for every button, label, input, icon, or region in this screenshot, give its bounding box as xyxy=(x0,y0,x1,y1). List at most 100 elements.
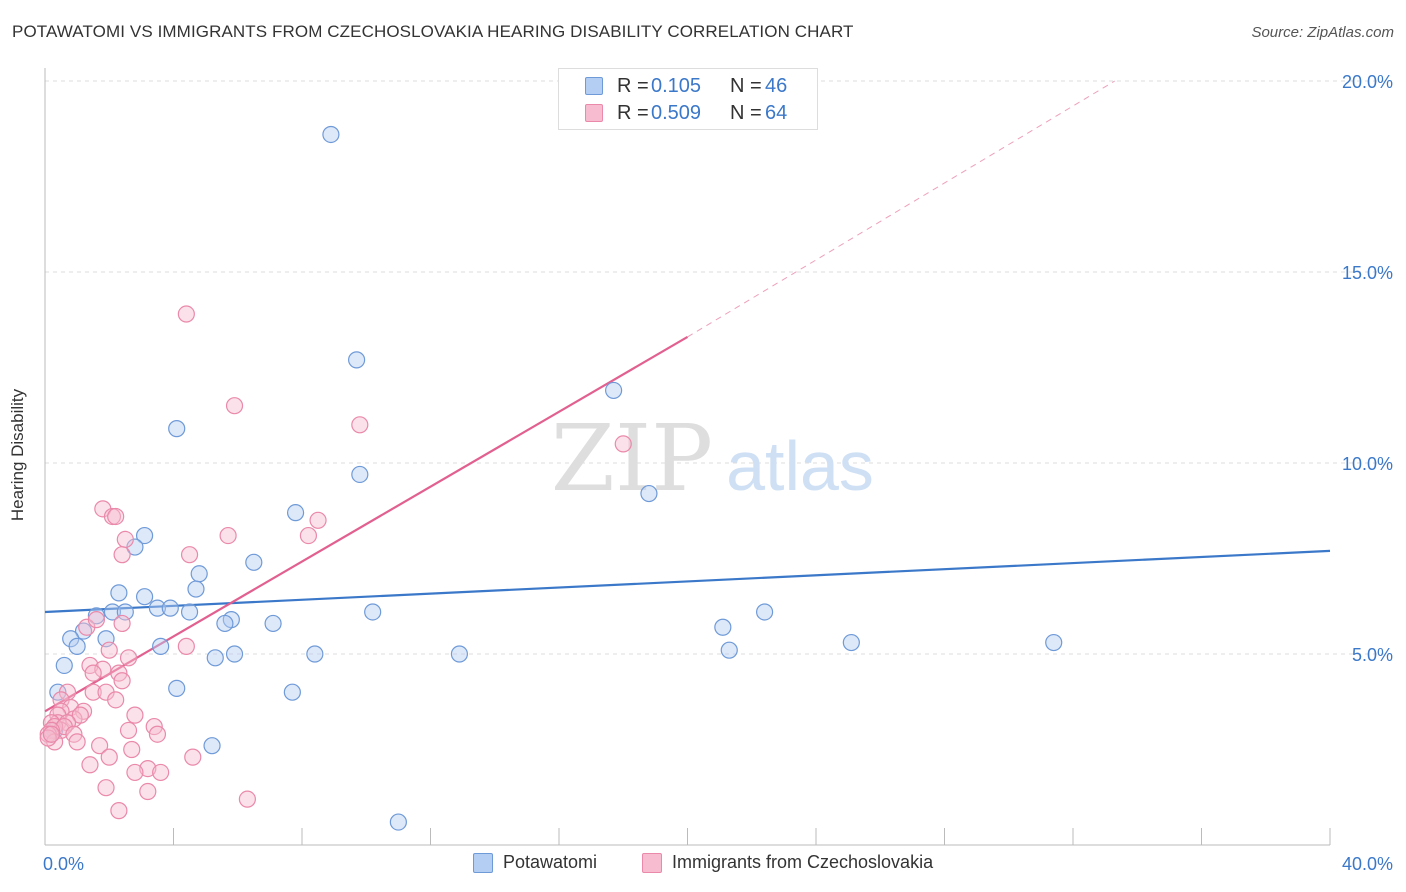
point-czechoslovakia xyxy=(94,660,112,678)
point-czechoslovakia xyxy=(84,664,102,682)
point-czechoslovakia xyxy=(225,397,244,415)
point-czechoslovakia xyxy=(614,435,632,453)
point-czechoslovakia xyxy=(177,637,195,655)
point-potawatomi xyxy=(225,645,244,663)
point-czechoslovakia xyxy=(107,507,125,526)
stats-legend: R = 0.105 N = 46 R = 0.509 N = 64 xyxy=(558,68,818,130)
point-czechoslovakia xyxy=(152,763,170,782)
point-potawatomi xyxy=(245,553,263,571)
point-potawatomi xyxy=(187,580,205,598)
point-potawatomi xyxy=(87,607,106,625)
y-axis-label: Hearing Disability xyxy=(8,388,27,522)
axes xyxy=(44,68,1331,846)
trend-line-potawatomi xyxy=(44,549,1331,614)
y-tick-label: 5.0% xyxy=(1352,645,1393,665)
y-tick-label: 15.0% xyxy=(1342,263,1393,283)
point-potawatomi xyxy=(283,683,301,701)
point-czechoslovakia xyxy=(299,526,318,545)
n-value: 46 xyxy=(765,75,788,97)
point-czechoslovakia xyxy=(42,725,61,743)
point-czechoslovakia xyxy=(113,546,131,564)
point-potawatomi xyxy=(68,637,86,655)
watermark: ZIP atlas xyxy=(551,405,874,512)
r-label: R = xyxy=(617,75,649,97)
point-potawatomi xyxy=(348,351,366,369)
data-points xyxy=(39,125,1063,831)
point-czechoslovakia xyxy=(219,526,237,545)
x-tick-label: 0.0% xyxy=(43,854,84,874)
point-czechoslovakia xyxy=(126,706,144,724)
point-potawatomi xyxy=(755,603,774,621)
point-czechoslovakia xyxy=(123,740,141,759)
point-czechoslovakia xyxy=(139,782,157,801)
point-potawatomi xyxy=(306,645,324,663)
watermark-zip: ZIP xyxy=(551,405,713,512)
point-potawatomi xyxy=(110,584,128,602)
point-potawatomi xyxy=(605,381,623,400)
point-czechoslovakia xyxy=(68,733,86,751)
point-potawatomi xyxy=(203,737,221,755)
point-potawatomi xyxy=(135,588,154,606)
legend-label: Potawatomi xyxy=(503,852,598,872)
point-czechoslovakia xyxy=(148,725,167,743)
y-tick-label: 20.0% xyxy=(1342,72,1393,92)
point-potawatomi xyxy=(714,618,732,636)
point-potawatomi xyxy=(322,125,340,144)
point-potawatomi xyxy=(168,420,186,438)
point-potawatomi xyxy=(135,526,154,545)
point-czechoslovakia xyxy=(139,759,157,778)
r-label: R = xyxy=(617,102,649,124)
point-czechoslovakia xyxy=(180,546,199,564)
trend-lines xyxy=(44,80,1331,713)
point-czechoslovakia xyxy=(116,530,134,549)
point-potawatomi xyxy=(216,614,234,633)
legend-swatch-pink xyxy=(585,104,603,122)
point-czechoslovakia xyxy=(126,763,144,782)
trend-line-czechoslovakia xyxy=(44,335,689,713)
point-czechoslovakia xyxy=(238,790,256,808)
point-potawatomi xyxy=(842,633,860,652)
point-czechoslovakia xyxy=(107,691,125,709)
point-czechoslovakia xyxy=(71,706,89,724)
point-czechoslovakia xyxy=(184,748,202,766)
n-label: N = xyxy=(730,102,762,124)
chart-title: POTAWATOMI VS IMMIGRANTS FROM CZECHOSLOV… xyxy=(12,22,854,41)
legend-swatch-pink xyxy=(642,853,662,873)
point-czechoslovakia xyxy=(100,641,118,659)
point-czechoslovakia xyxy=(113,672,131,690)
point-czechoslovakia xyxy=(119,721,138,740)
point-potawatomi xyxy=(264,614,282,633)
point-potawatomi xyxy=(450,645,469,663)
y-tick-label: 10.0% xyxy=(1342,454,1393,474)
point-czechoslovakia xyxy=(97,779,115,797)
point-potawatomi xyxy=(286,504,305,522)
point-czechoslovakia xyxy=(91,737,109,755)
point-potawatomi xyxy=(351,465,369,484)
point-potawatomi xyxy=(55,656,73,675)
point-potawatomi xyxy=(168,679,186,697)
legend-swatch-blue xyxy=(585,77,603,95)
point-potawatomi xyxy=(148,599,167,617)
n-value: 64 xyxy=(765,102,788,124)
point-czechoslovakia xyxy=(87,611,106,629)
point-potawatomi xyxy=(180,603,199,621)
point-potawatomi xyxy=(720,641,738,659)
point-potawatomi xyxy=(161,599,179,617)
gridlines xyxy=(45,80,1392,655)
point-potawatomi xyxy=(190,565,208,583)
tick-labels: 5.0% 10.0% 15.0% 20.0% 0.0% 40.0% xyxy=(43,72,1393,874)
point-czechoslovakia xyxy=(84,683,102,701)
point-czechoslovakia xyxy=(351,416,369,434)
point-potawatomi xyxy=(364,603,382,621)
point-potawatomi xyxy=(1045,633,1063,652)
point-czechoslovakia xyxy=(110,802,128,820)
source-label: Source: ZipAtlas.com xyxy=(1251,24,1394,41)
point-potawatomi xyxy=(103,603,122,621)
n-label: N = xyxy=(730,75,762,97)
legend-label: Immigrants from Czechoslovakia xyxy=(672,852,934,872)
point-potawatomi xyxy=(640,484,658,503)
point-potawatomi xyxy=(206,649,224,667)
point-potawatomi xyxy=(389,813,407,831)
point-czechoslovakia xyxy=(81,756,99,774)
